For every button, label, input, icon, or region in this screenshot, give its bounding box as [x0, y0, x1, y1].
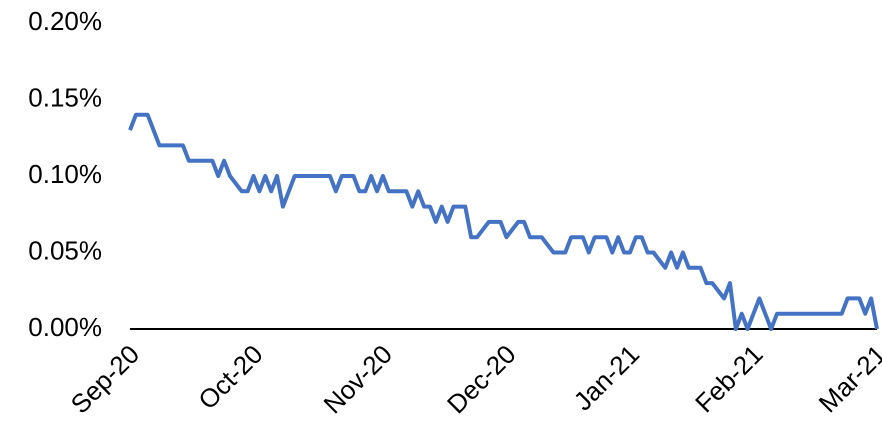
y-tick-label: 0.20%: [28, 6, 102, 36]
x-tick-label: Oct-20: [192, 339, 268, 415]
x-tick-label: Mar-21: [813, 339, 882, 418]
y-tick-label: 0.00%: [28, 312, 102, 342]
x-tick-label: Nov-20: [318, 339, 398, 419]
x-tick-label: Feb-21: [689, 339, 768, 418]
y-tick-label: 0.05%: [28, 235, 102, 265]
line-series: [128, 112, 879, 331]
x-tick-label: Dec-20: [441, 339, 521, 419]
x-tick-label: Sep-20: [65, 339, 145, 419]
y-tick-label: 0.10%: [28, 159, 102, 189]
y-tick-label: 0.15%: [28, 82, 102, 112]
x-tick-label: Jan-21: [568, 339, 645, 416]
